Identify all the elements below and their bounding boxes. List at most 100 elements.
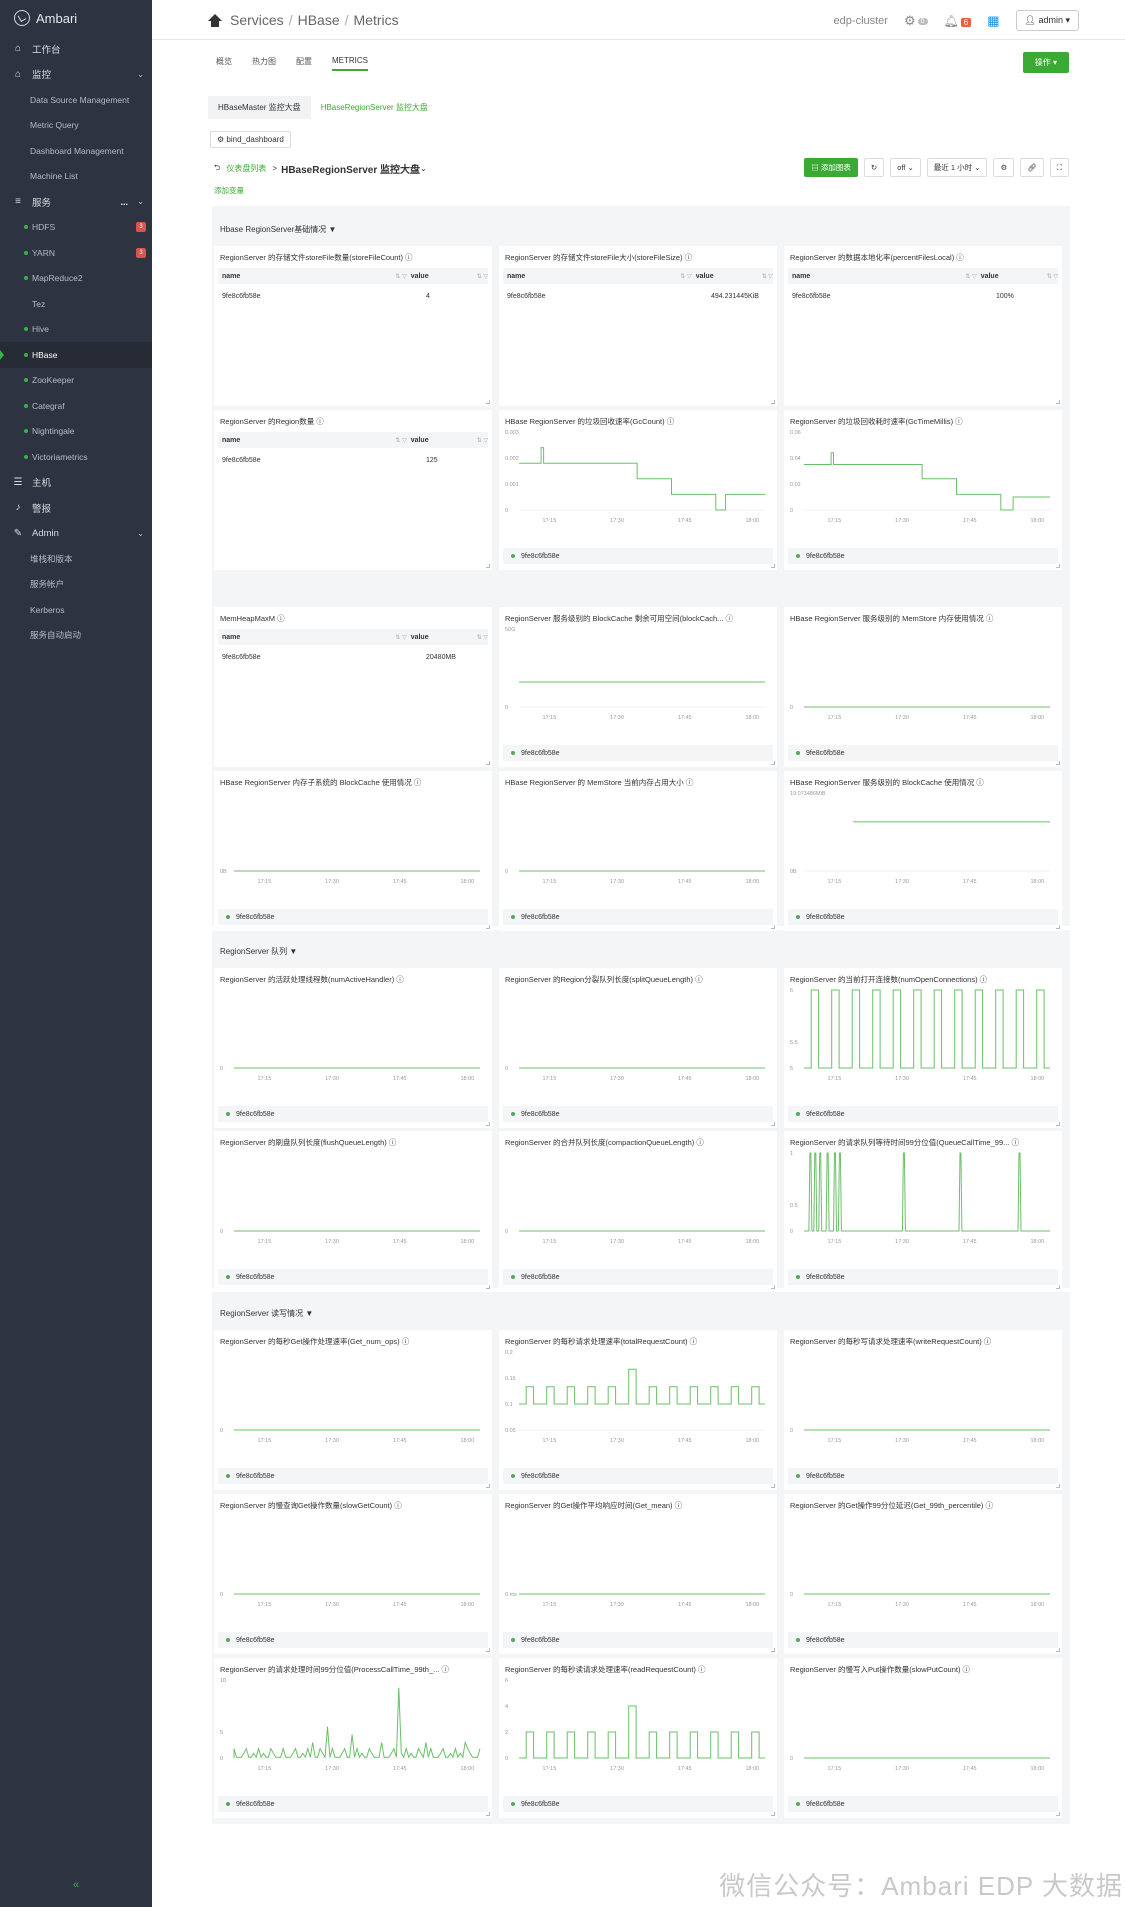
panel-p16[interactable]: RegionServer 的刷盘队列长度(flushQueueLength) ⓘ… bbox=[214, 1131, 492, 1291]
sidebar-item-yarn[interactable]: YARN 3 bbox=[0, 240, 152, 266]
resize-handle[interactable] bbox=[1056, 1648, 1060, 1652]
chart-legend[interactable]: 9fe8c6fb58e bbox=[503, 1796, 773, 1812]
panel-p7[interactable]: MemHeapMaxM ⓘ name ⇅ ▽ value ⇅ ▽ 9fe8c6fb58e 2… bbox=[214, 607, 492, 767]
refresh-button[interactable]: ↻ bbox=[863, 158, 885, 177]
chevron-down-icon[interactable]: ⌄ bbox=[137, 528, 144, 538]
add-chart-button[interactable]: ▤ 添加图表 bbox=[804, 158, 858, 177]
resize-handle[interactable] bbox=[771, 761, 775, 765]
panel-p13[interactable]: RegionServer 的活跃处理线程数(numActiveHandler) … bbox=[214, 968, 492, 1128]
collapse-sidebar-icon[interactable]: « bbox=[72, 1879, 80, 1891]
dashboard-tag[interactable]: ⚙ bind_dashboard bbox=[210, 131, 291, 148]
series-line[interactable] bbox=[804, 452, 1050, 511]
series-line[interactable] bbox=[233, 1687, 481, 1759]
dashboard-list-link[interactable]: 仪表盘列表 bbox=[226, 164, 267, 173]
sidebar-item-dashboard-management[interactable]: Dashboard Management bbox=[0, 138, 152, 164]
panel-p5[interactable]: HBase RegionServer 的垃圾回收速率(GcCount) ⓘ 0.0… bbox=[499, 410, 777, 570]
dashboard-tab[interactable]: HBaseRegionServer 监控大盘 bbox=[320, 103, 428, 112]
tab-配置[interactable]: 配置 bbox=[296, 57, 312, 66]
share-link-button[interactable]: 🔗︎ bbox=[1020, 158, 1044, 177]
panel-p24[interactable]: RegionServer 的Get操作99分位延迟(Get_99th_perce… bbox=[784, 1494, 1062, 1654]
panel-p25[interactable]: RegionServer 的请求处理时间99分位值(ProcessCallTim… bbox=[214, 1658, 492, 1818]
sidebar-item-metric-query[interactable]: Metric Query bbox=[0, 113, 152, 139]
sidebar-item-nightingale[interactable]: Nightingale bbox=[0, 419, 152, 445]
panel-p3[interactable]: RegionServer 的数据本地化率(percentFilesLocal) … bbox=[784, 246, 1062, 406]
sort-icon[interactable]: ⇅ ▽ bbox=[476, 273, 488, 280]
panel-p4[interactable]: RegionServer 的Region数量 ⓘ name ⇅ ▽ value ⇅ ▽ 9… bbox=[214, 410, 492, 570]
chart-legend[interactable]: 9fe8c6fb58e bbox=[788, 1106, 1058, 1122]
column-header-name[interactable]: name bbox=[792, 273, 961, 280]
sidebar-item-主机[interactable]: ☰ 主机 bbox=[0, 470, 152, 496]
sidebar-item-hive[interactable]: Hive bbox=[0, 317, 152, 343]
resize-handle[interactable] bbox=[1056, 1484, 1060, 1488]
resize-handle[interactable] bbox=[486, 761, 490, 765]
sidebar-item-kerberos[interactable]: Kerberos bbox=[0, 597, 152, 623]
chart-legend[interactable]: 9fe8c6fb58e bbox=[788, 1468, 1058, 1484]
background-ops[interactable]: ⚙ 0 bbox=[904, 13, 928, 29]
resize-handle[interactable] bbox=[486, 400, 490, 404]
chevron-down-icon[interactable]: ⌄ bbox=[420, 164, 427, 173]
sidebar-item-服务帐户[interactable]: 服务帐户 bbox=[0, 572, 152, 598]
sort-icon[interactable]: ⇅ ▽ bbox=[965, 273, 977, 280]
user-menu-button[interactable]: 👤︎ admin ▾ bbox=[1015, 10, 1079, 31]
breadcrumb-hbase[interactable]: HBase bbox=[297, 12, 340, 28]
chart-legend[interactable]: 9fe8c6fb58e bbox=[788, 745, 1058, 761]
home-icon[interactable] bbox=[208, 13, 222, 27]
chart-legend[interactable]: 9fe8c6fb58e bbox=[788, 548, 1058, 564]
sidebar-item-服务[interactable]: ≡ 服务... ⌄ bbox=[0, 189, 152, 215]
series-line[interactable] bbox=[804, 1152, 1050, 1232]
series-line[interactable] bbox=[519, 447, 765, 511]
resize-handle[interactable] bbox=[486, 564, 490, 568]
panel-p20[interactable]: RegionServer 的每秒请求处理速率(totalRequestCount… bbox=[499, 1330, 777, 1490]
group-header[interactable]: Hbase RegionServer基础情况 ▼ bbox=[220, 225, 337, 234]
resize-handle[interactable] bbox=[1056, 400, 1060, 404]
back-icon[interactable]: ⮌ bbox=[214, 162, 221, 172]
chart-legend[interactable]: 9fe8c6fb58e bbox=[503, 1632, 773, 1648]
resize-handle[interactable] bbox=[1056, 1812, 1060, 1816]
series-line[interactable] bbox=[804, 989, 1050, 1069]
chart-legend[interactable]: 9fe8c6fb58e bbox=[218, 1632, 488, 1648]
sort-icon[interactable]: ⇅ ▽ bbox=[476, 437, 488, 444]
panel-p15[interactable]: RegionServer 的当前打开连接数(numOpenConnections… bbox=[784, 968, 1062, 1128]
resize-handle[interactable] bbox=[1056, 1285, 1060, 1289]
add-variable-link[interactable]: 添加变量 bbox=[214, 186, 244, 195]
resize-handle[interactable] bbox=[486, 1812, 490, 1816]
chart-legend[interactable]: 9fe8c6fb58e bbox=[218, 909, 488, 925]
resize-handle[interactable] bbox=[771, 400, 775, 404]
panel-p23[interactable]: RegionServer 的Get操作平均响应时间(Get_mean) ⓘ 0 m… bbox=[499, 1494, 777, 1654]
resize-handle[interactable] bbox=[486, 1122, 490, 1126]
sidebar-item-工作台[interactable]: ⌂ 工作台 bbox=[0, 36, 152, 62]
panel-p2[interactable]: RegionServer 的存储文件storeFile大小(storeFileS… bbox=[499, 246, 777, 406]
series-line[interactable] bbox=[519, 1705, 765, 1759]
resize-handle[interactable] bbox=[1056, 761, 1060, 765]
sort-icon[interactable]: ⇅ ▽ bbox=[395, 273, 407, 280]
panel-p11[interactable]: HBase RegionServer 的 MemStore 当前内存占用大小 ⓘ… bbox=[499, 771, 777, 931]
panel-p21[interactable]: RegionServer 的每秒写请求处理速率(writeRequestCoun… bbox=[784, 1330, 1062, 1490]
column-header-name[interactable]: name bbox=[222, 273, 391, 280]
sidebar-item-victoriametrics[interactable]: Victoriametrics bbox=[0, 444, 152, 470]
resize-handle[interactable] bbox=[1056, 564, 1060, 568]
panel-p26[interactable]: RegionServer 的每秒读请求处理速率(readRequestCount… bbox=[499, 1658, 777, 1818]
resize-handle[interactable] bbox=[771, 1122, 775, 1126]
panel-p19[interactable]: RegionServer 的每秒Get操作处理速率(Get_num_ops) ⓘ… bbox=[214, 1330, 492, 1490]
resize-handle[interactable] bbox=[1056, 1122, 1060, 1126]
group-header[interactable]: RegionServer 队列 ▼ bbox=[220, 947, 298, 956]
chart-legend[interactable]: 9fe8c6fb58e bbox=[503, 548, 773, 564]
chevron-down-icon[interactable]: ⌄ bbox=[137, 197, 144, 207]
sort-icon[interactable]: ⇅ ▽ bbox=[680, 273, 692, 280]
brand[interactable]: Ambari bbox=[0, 0, 152, 36]
chart-legend[interactable]: 9fe8c6fb58e bbox=[503, 909, 773, 925]
resize-handle[interactable] bbox=[771, 925, 775, 929]
fullscreen-button[interactable]: ⛶ bbox=[1049, 158, 1069, 177]
panel-p6[interactable]: RegionServer 的垃圾回收耗时速率(GcTimeMillis) ⓘ 0.… bbox=[784, 410, 1062, 570]
column-header-name[interactable]: name bbox=[222, 634, 391, 641]
sidebar-item-警报[interactable]: ♪ 警报 bbox=[0, 495, 152, 521]
refresh-interval-select[interactable]: off ⌄ bbox=[890, 158, 921, 177]
column-header-value[interactable]: value bbox=[407, 437, 473, 444]
tab-metrics[interactable]: METRICS bbox=[332, 56, 368, 71]
apps-grid-icon[interactable]: ▦ bbox=[987, 12, 1000, 28]
sidebar-item-categraf[interactable]: Categraf bbox=[0, 393, 152, 419]
resize-handle[interactable] bbox=[486, 925, 490, 929]
column-header-value[interactable]: value bbox=[407, 634, 473, 641]
chart-legend[interactable]: 9fe8c6fb58e bbox=[218, 1269, 488, 1285]
sort-icon[interactable]: ⇅ ▽ bbox=[761, 273, 773, 280]
